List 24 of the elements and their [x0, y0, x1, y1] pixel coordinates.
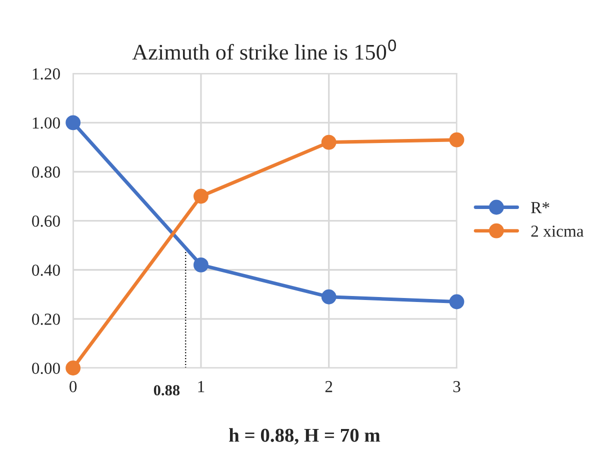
point: [194, 257, 208, 272]
point: [194, 188, 208, 204]
y-tick-label: 0.80: [32, 166, 60, 178]
text: h = 0.88, H = 70 m: [229, 428, 380, 445]
x-tick-label: 0: [70, 380, 77, 392]
x-tick-label: 3: [453, 381, 460, 392]
y-tick-label: 1.00: [32, 117, 60, 129]
y-tick-label: 0.40: [32, 264, 60, 276]
x-tick-label: 2: [325, 381, 332, 392]
legend-label: R*: [531, 202, 550, 214]
point: [66, 115, 81, 130]
point: [449, 132, 464, 148]
legend-label: 2 xicma: [531, 226, 584, 237]
point: [66, 360, 81, 376]
y-tick-label: 0.00: [32, 362, 60, 374]
chart-title: Azimuth of strike line is 150$^{0}$: [132, 39, 396, 60]
y-tick-label: 0.20: [32, 314, 60, 325]
y-tick-label: 0.60: [32, 216, 60, 227]
x-tick-label: 1: [198, 381, 204, 392]
y-tick-label: 1.20: [32, 68, 60, 80]
point: [321, 289, 336, 304]
point: [321, 134, 336, 150]
ref-line-label: 0.88: [154, 385, 180, 396]
point: [449, 294, 464, 310]
